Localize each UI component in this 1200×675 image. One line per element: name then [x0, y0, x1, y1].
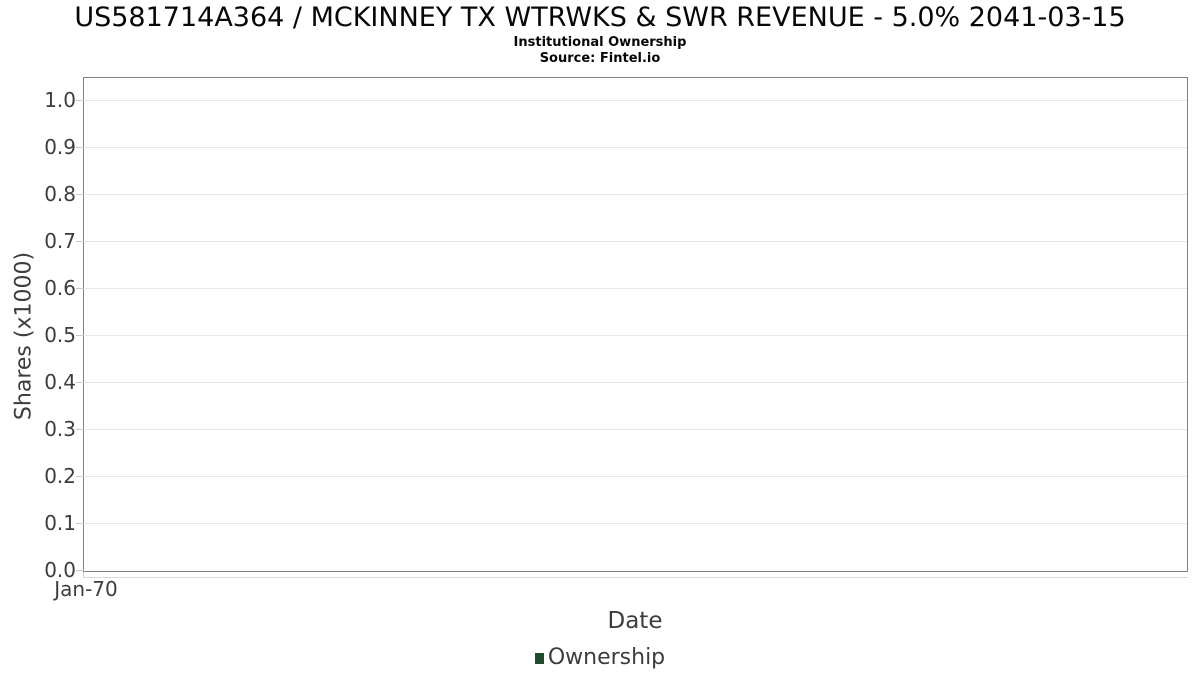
y-tick-mark-0.0: [76, 570, 84, 571]
y-tick-label-0.2: 0.2: [44, 464, 76, 489]
gridline-y-0.4: [84, 382, 1187, 384]
y-tick-mark-0.8: [76, 194, 84, 196]
y-tick-mark-0.2: [76, 476, 84, 478]
gridline-y-0.1: [84, 523, 1187, 525]
y-tick-label-0.3: 0.3: [44, 417, 76, 442]
y-tick-label-0.9: 0.9: [44, 135, 76, 160]
y-tick-mark-1.0: [76, 100, 84, 102]
chart-source-label: Source: Fintel.io: [539, 51, 661, 66]
y-tick-mark-0.1: [76, 523, 84, 525]
y-tick-label-0.1: 0.1: [44, 511, 76, 536]
x-axis-title: Date: [607, 608, 663, 634]
y-tick-label-0.7: 0.7: [44, 229, 76, 254]
gridline-y-0.9: [84, 147, 1187, 149]
x-axis-line: [83, 577, 1188, 578]
y-tick-mark-0.4: [76, 382, 84, 384]
gridline-y-1.0: [84, 100, 1187, 102]
y-tick-label-0.5: 0.5: [44, 323, 76, 348]
y-tick-mark-0.3: [76, 429, 84, 431]
y-tick-mark-0.6: [76, 288, 84, 290]
chart-title: US581714A364 / MCKINNEY TX WTRWKS & SWR …: [74, 2, 1126, 33]
y-tick-mark-0.7: [76, 241, 84, 243]
y-tick-label-0.8: 0.8: [44, 182, 76, 207]
y-tick-mark-0.5: [76, 335, 84, 337]
y-tick-label-0.6: 0.6: [44, 276, 76, 301]
y-tick-label-0.4: 0.4: [44, 370, 76, 395]
gridline-y-0.5: [84, 335, 1187, 337]
gridline-y-0.6: [84, 288, 1187, 290]
legend-item-ownership[interactable]: Ownership: [534, 645, 666, 670]
gridline-y-0.3: [84, 429, 1187, 431]
y-tick-label-0.0: 0.0: [44, 558, 76, 582]
legend-label: Ownership: [547, 645, 666, 670]
y-tick-label-1.0: 1.0: [44, 88, 76, 113]
x-tick-label: Jan-70: [54, 577, 118, 601]
x-tick-mark-Jan-70: [83, 572, 84, 577]
legend: Ownership: [0, 645, 1200, 671]
legend-marker-icon: [534, 652, 544, 664]
gridline-y-0.8: [84, 194, 1187, 196]
chart-subtitle: Institutional Ownership: [513, 35, 687, 50]
gridline-y-0.7: [84, 241, 1187, 243]
gridline-y-0.2: [84, 476, 1187, 478]
y-tick-mark-0.9: [76, 147, 84, 149]
plot-area: [83, 77, 1188, 572]
